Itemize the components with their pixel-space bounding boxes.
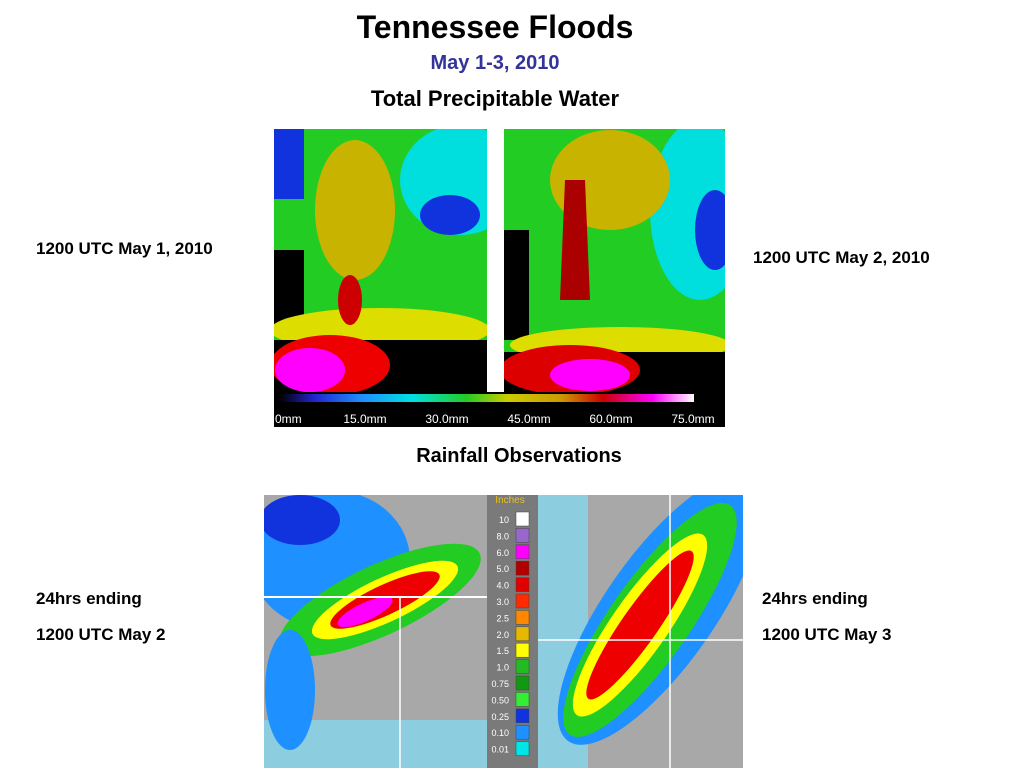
rainfall-image-2	[538, 495, 743, 768]
rainfall-caption: 24hrs ending	[762, 589, 868, 608]
tpw-scale-label: 75.0mm	[671, 412, 714, 426]
rainfall-legend-swatch	[515, 511, 530, 527]
tpw-scale-label: 60.0mm	[589, 412, 632, 426]
rainfall-legend-swatch	[515, 724, 530, 740]
rainfall-legend-swatch	[515, 692, 530, 707]
rainfall-legend-swatch	[515, 642, 530, 658]
tpw-caption: 1200 UTC May 2, 2010	[753, 248, 930, 267]
rainfall-legend-label: 6.0	[496, 548, 509, 558]
rainfall-legend-label: 8.0	[496, 531, 509, 541]
rainfall-legend-label: 0.75	[491, 679, 509, 689]
tpw-scale-label: 0mm	[275, 412, 302, 426]
subtitle: May 1-3, 2010	[431, 52, 560, 74]
rainfall-legend-swatch	[515, 610, 530, 625]
tpw-scale-label: 30.0mm	[425, 412, 468, 426]
tpw-scale-label: 45.0mm	[507, 412, 550, 426]
tpw-scale-label: 15.0mm	[343, 412, 386, 426]
rainfall-legend: Inches 10 8.0 6.0 5.0 4.0 3.0 2.5 2.0 1.5 1.0 0.75 0…	[491, 495, 530, 756]
rainfall-legend-swatch	[515, 626, 530, 642]
rainfall-legend-label: 2.5	[496, 613, 509, 623]
rainfall-legend-label: 0.10	[491, 728, 509, 738]
rainfall-legend-label: 0.25	[491, 712, 509, 722]
rainfall-legend-label: 4.0	[496, 581, 509, 591]
rainfall-legend-label: 1.0	[496, 663, 509, 673]
rainfall-legend-label: 2.0	[496, 630, 509, 640]
rainfall-legend-label: 5.0	[496, 564, 509, 574]
rainfall-legend-label: 10	[499, 515, 509, 525]
rainfall-image-1	[264, 495, 487, 768]
rainfall-legend-swatch	[515, 659, 530, 674]
rainfall-heading: Rainfall Observations	[416, 445, 622, 467]
rainfall-legend-bg	[487, 495, 538, 768]
rainfall-caption: 24hrs ending	[36, 589, 142, 608]
rainfall-caption: 1200 UTC May 2	[36, 625, 165, 644]
rainfall-legend-label: 1.5	[496, 646, 509, 656]
rainfall-legend-swatch	[515, 528, 530, 543]
rainfall-caption: 1200 UTC May 3	[762, 625, 891, 644]
rainfall-legend-label: 0.01	[491, 745, 509, 755]
rainfall-legend-label: 3.0	[496, 597, 509, 607]
rainfall-legend-swatch	[515, 741, 530, 756]
rainfall-legend-label: 0.50	[491, 695, 509, 705]
tpw-caption: 1200 UTC May 1, 2010	[36, 239, 213, 258]
tpw-scale-bar	[280, 394, 694, 402]
tpw-heading: Total Precipitable Water	[371, 86, 620, 111]
rainfall-legend-swatch	[515, 708, 530, 724]
rainfall-legend-title: Inches	[495, 495, 524, 506]
rainfall-legend-swatch	[515, 544, 530, 560]
tpw-image-2	[504, 129, 725, 392]
tpw-scale: 0mm 15.0mm 30.0mm 45.0mm 60.0mm 75.0mm	[275, 412, 715, 426]
rainfall-legend-swatch	[515, 675, 530, 691]
rainfall-legend-swatch	[515, 577, 530, 592]
title: Tennessee Floods	[357, 9, 634, 45]
rainfall-legend-swatch	[515, 560, 530, 576]
tpw-image-1	[274, 129, 487, 392]
rainfall-legend-swatch	[515, 593, 530, 609]
